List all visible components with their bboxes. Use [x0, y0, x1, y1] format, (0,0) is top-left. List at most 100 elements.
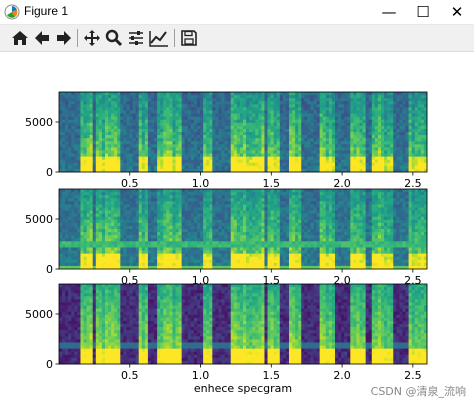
spectrogram-cell [390, 122, 394, 127]
spectrogram-cell [172, 153, 176, 158]
spectrogram-cell [362, 101, 367, 105]
spectrogram-cell [108, 253, 112, 258]
configure-subplots-button[interactable] [125, 27, 147, 49]
spectrogram-cell [135, 153, 140, 158]
spectrogram-cell [157, 168, 161, 173]
spectrogram-cell [230, 162, 235, 167]
spectrogram-cell [215, 147, 219, 151]
save-button[interactable] [178, 27, 200, 49]
spectrogram-cell [144, 141, 149, 145]
spectrogram-cell [325, 144, 330, 148]
spectrogram-cell [172, 195, 176, 199]
spectrogram-cell [184, 198, 189, 202]
spectrogram-cell [120, 101, 124, 105]
spectrogram-cell [68, 101, 72, 105]
spectrogram-cell [347, 95, 351, 99]
spectrogram-cell [273, 144, 278, 148]
edit-axis-button[interactable] [148, 27, 170, 49]
minimize-button[interactable]: — [372, 0, 406, 24]
spectrogram-cell [172, 156, 176, 161]
maximize-button[interactable]: ☐ [406, 0, 440, 24]
spectrogram-cell [377, 159, 382, 164]
spectrogram-cell [304, 144, 308, 148]
spectrogram-cell [77, 101, 81, 105]
spectrogram-cell [135, 207, 140, 211]
spectrogram-cell [249, 253, 253, 258]
spectrogram-cell [187, 213, 192, 218]
spectrogram-cell [83, 132, 87, 136]
pan-button[interactable] [81, 27, 103, 49]
spectrogram-cell [166, 116, 170, 121]
spectrogram-cell [279, 125, 284, 130]
spectrogram-cell [172, 159, 176, 164]
zoom-button[interactable] [103, 27, 125, 49]
spectrogram-cell [83, 122, 87, 127]
figure-canvas[interactable]: 0 5000 0.5 1.0 1.5 2.0 2.5 0 5000 0.5 1.0 1.5 2.0 2.5… [0, 52, 474, 405]
spectrogram-cell [328, 116, 333, 121]
spectrogram-cell [246, 116, 250, 121]
spectrogram-cell [154, 262, 158, 267]
spectrogram-cell [126, 122, 130, 127]
spectrogram-cell [166, 107, 170, 111]
spectrogram-cell [353, 135, 357, 139]
spectrogram-cell [169, 192, 173, 196]
spectrogram-cell [258, 128, 262, 133]
spectrogram-cell [261, 165, 265, 170]
spectrogram-cell [68, 204, 72, 208]
spectrogram-cell [353, 101, 357, 105]
spectrogram-cell [384, 153, 388, 158]
spectrogram-cell [68, 238, 72, 242]
spectrogram-cell [101, 162, 106, 167]
spectrogram-cell [138, 253, 143, 258]
spectrogram-cell [65, 229, 69, 233]
spectrogram-cell [105, 210, 109, 215]
spectrogram-cell [126, 259, 130, 264]
spectrogram-cell [114, 116, 118, 121]
spectrogram-cell [420, 128, 425, 133]
spectrogram-cell [396, 128, 400, 133]
spectrogram-cell [101, 141, 106, 145]
spectrogram-cell [212, 141, 216, 145]
spectrogram-cell [172, 128, 176, 133]
spectrogram-cell [68, 119, 72, 124]
close-button[interactable]: ✕ [440, 0, 474, 24]
spectrogram-cell [117, 195, 121, 199]
spectrogram-cell [83, 250, 87, 255]
spectrogram-cell [267, 204, 271, 208]
spectrogram-cell [166, 232, 170, 236]
spectrogram-cell [258, 210, 262, 215]
spectrogram-cell [359, 153, 363, 158]
spectrogram-cell [65, 253, 69, 258]
spectrogram-cell [390, 95, 394, 99]
spectrogram-cell [243, 147, 247, 151]
spectrogram-cell [249, 101, 253, 105]
spectrogram-cell [255, 144, 259, 148]
spectrogram-cell [350, 144, 354, 148]
spectrogram-cell [163, 168, 167, 173]
spectrogram-cell [117, 213, 121, 218]
spectrogram-cell [255, 159, 259, 164]
spectrogram-cell [258, 101, 262, 105]
spectrogram-cell [230, 125, 235, 130]
spectrogram-cell [236, 216, 241, 221]
spectrogram-cell [350, 162, 354, 167]
spectrogram-cell [261, 259, 265, 264]
spectrogram-cell [175, 219, 179, 224]
spectrogram-cell [80, 225, 84, 230]
spectrogram-cell [83, 256, 87, 261]
spectrogram-cell [141, 262, 146, 267]
spectrogram-cell [328, 92, 333, 96]
spectrogram-cell [328, 147, 333, 151]
spectrogram-cell [246, 259, 250, 264]
spectrogram-cell [77, 138, 81, 142]
spectrogram-cell [181, 192, 186, 196]
spectrogram-cell [236, 156, 241, 161]
back-button[interactable] [31, 27, 53, 49]
home-button[interactable] [9, 27, 31, 49]
spectrogram-cell [80, 253, 84, 258]
spectrogram-cell [243, 119, 247, 124]
spectrogram-cell [408, 153, 413, 158]
forward-button[interactable] [53, 27, 75, 49]
spectrogram-cell [74, 92, 78, 96]
spectrogram-cell [166, 168, 170, 173]
